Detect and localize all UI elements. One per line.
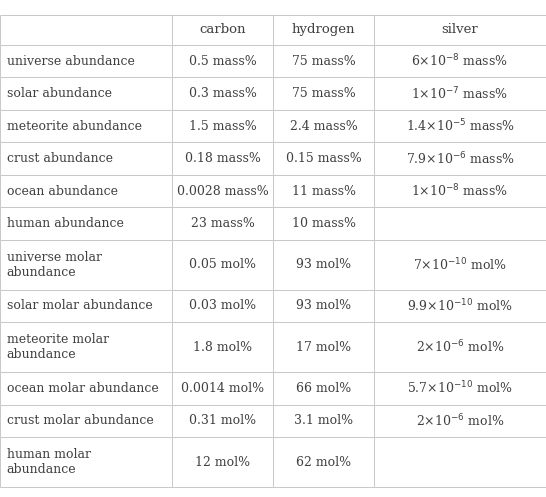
Text: 0.18 mass%: 0.18 mass% xyxy=(185,152,260,165)
Text: 0.05 mol%: 0.05 mol% xyxy=(189,258,256,271)
Text: 1.8 mol%: 1.8 mol% xyxy=(193,340,252,354)
Text: solar molar abundance: solar molar abundance xyxy=(7,300,152,313)
Text: crust abundance: crust abundance xyxy=(7,152,112,165)
Text: 0.0014 mol%: 0.0014 mol% xyxy=(181,382,264,395)
Text: meteorite molar
abundance: meteorite molar abundance xyxy=(7,333,109,361)
Text: 11 mass%: 11 mass% xyxy=(292,184,355,197)
Text: 93 mol%: 93 mol% xyxy=(296,258,351,271)
Text: 12 mol%: 12 mol% xyxy=(195,456,250,469)
Text: ocean abundance: ocean abundance xyxy=(7,184,117,197)
Text: 93 mol%: 93 mol% xyxy=(296,300,351,313)
Text: 9.9×10$^{-10}$ mol%: 9.9×10$^{-10}$ mol% xyxy=(407,298,513,314)
Text: 75 mass%: 75 mass% xyxy=(292,87,355,100)
Text: 10 mass%: 10 mass% xyxy=(292,217,355,230)
Text: 0.0028 mass%: 0.0028 mass% xyxy=(176,184,269,197)
Text: 62 mol%: 62 mol% xyxy=(296,456,351,469)
Text: 7×10$^{-10}$ mol%: 7×10$^{-10}$ mol% xyxy=(413,256,507,273)
Text: ocean molar abundance: ocean molar abundance xyxy=(7,382,158,395)
Text: universe abundance: universe abundance xyxy=(7,55,134,68)
Text: 7.9×10$^{-6}$ mass%: 7.9×10$^{-6}$ mass% xyxy=(406,150,514,167)
Text: 0.3 mass%: 0.3 mass% xyxy=(188,87,257,100)
Text: 0.5 mass%: 0.5 mass% xyxy=(188,55,257,68)
Text: human molar
abundance: human molar abundance xyxy=(7,448,91,476)
Text: 3.1 mol%: 3.1 mol% xyxy=(294,414,353,427)
Text: crust molar abundance: crust molar abundance xyxy=(7,414,153,427)
Text: human abundance: human abundance xyxy=(7,217,123,230)
Text: 2.4 mass%: 2.4 mass% xyxy=(289,120,358,133)
Text: 23 mass%: 23 mass% xyxy=(191,217,254,230)
Text: 2×10$^{-6}$ mol%: 2×10$^{-6}$ mol% xyxy=(416,339,504,355)
Text: 2×10$^{-6}$ mol%: 2×10$^{-6}$ mol% xyxy=(416,413,504,429)
Text: silver: silver xyxy=(442,23,478,36)
Text: 75 mass%: 75 mass% xyxy=(292,55,355,68)
Text: 17 mol%: 17 mol% xyxy=(296,340,351,354)
Text: 1×10$^{-8}$ mass%: 1×10$^{-8}$ mass% xyxy=(412,183,508,199)
Text: solar abundance: solar abundance xyxy=(7,87,111,100)
Text: hydrogen: hydrogen xyxy=(292,23,355,36)
Text: 6×10$^{-8}$ mass%: 6×10$^{-8}$ mass% xyxy=(412,53,508,70)
Text: universe molar
abundance: universe molar abundance xyxy=(7,250,102,279)
Text: 1.4×10$^{-5}$ mass%: 1.4×10$^{-5}$ mass% xyxy=(406,118,514,134)
Text: carbon: carbon xyxy=(199,23,246,36)
Text: meteorite abundance: meteorite abundance xyxy=(7,120,141,133)
Text: 0.03 mol%: 0.03 mol% xyxy=(189,300,256,313)
Text: 1×10$^{-7}$ mass%: 1×10$^{-7}$ mass% xyxy=(412,85,508,102)
Text: 5.7×10$^{-10}$ mol%: 5.7×10$^{-10}$ mol% xyxy=(407,380,513,397)
Text: 66 mol%: 66 mol% xyxy=(296,382,351,395)
Text: 0.31 mol%: 0.31 mol% xyxy=(189,414,256,427)
Text: 0.15 mass%: 0.15 mass% xyxy=(286,152,361,165)
Text: 1.5 mass%: 1.5 mass% xyxy=(188,120,257,133)
